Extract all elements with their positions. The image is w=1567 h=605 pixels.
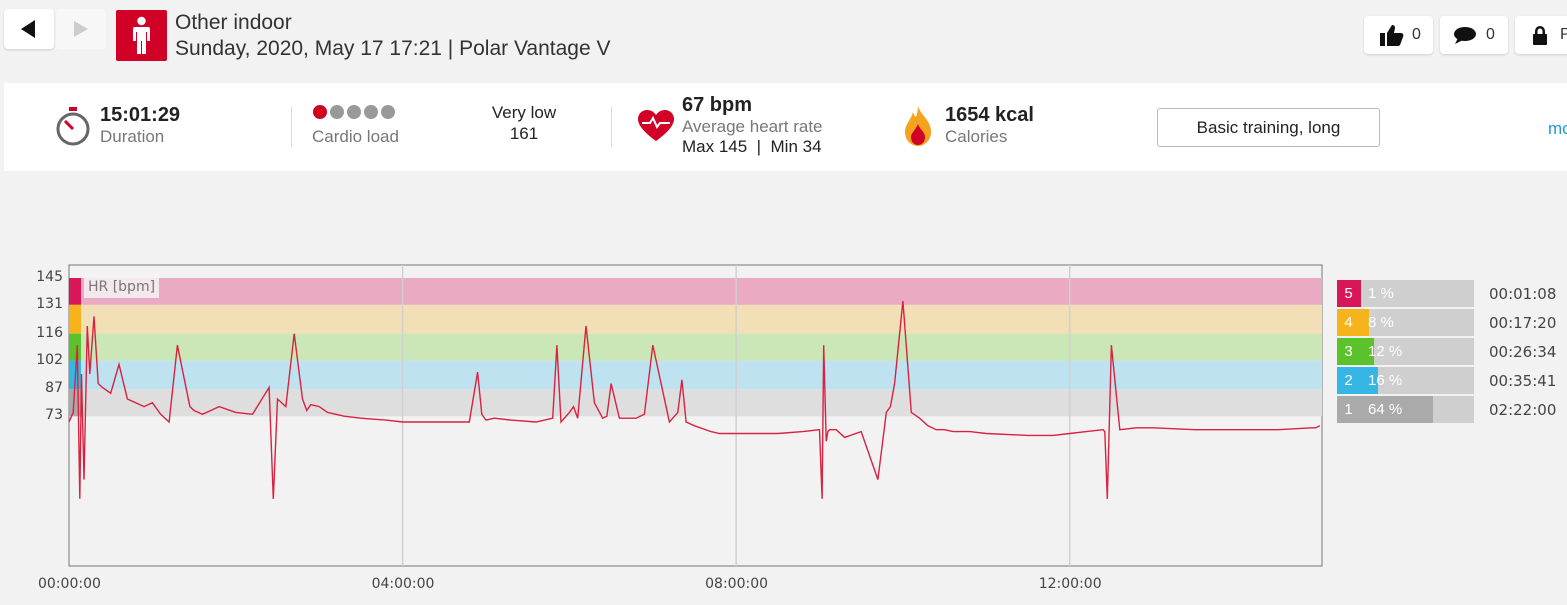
person-icon: [133, 16, 150, 54]
lock-icon: [1533, 26, 1547, 45]
heart-rate-chart[interactable]: HR [bpm]: [0, 0, 1335, 605]
sport-icon: [116, 10, 167, 61]
zone-time: 00:01:08: [1489, 285, 1557, 303]
zone-percent-label: 12 %: [1368, 343, 1403, 360]
cardio-dot-5: [381, 105, 395, 119]
duration-value: 15:01:29: [100, 104, 181, 126]
zone-number: 5: [1337, 280, 1360, 307]
zone-percent-bar: [1360, 280, 1362, 307]
cardio-dot-1: [313, 105, 327, 119]
privacy-label: P: [1560, 26, 1567, 43]
previous-button[interactable]: [4, 9, 54, 49]
cardio-load-label: Cardio load: [312, 127, 399, 146]
privacy-button[interactable]: P: [1515, 16, 1567, 54]
flame-icon: [905, 106, 931, 146]
zone-row-5[interactable]: 5 1 %: [1337, 280, 1474, 307]
avg-hr-value: 67 bpm: [682, 94, 753, 116]
zone-row-3[interactable]: 3 12 %: [1337, 338, 1474, 365]
y-tick-label: 116: [36, 324, 63, 341]
stopwatch-icon: [56, 107, 90, 146]
training-benefit-button[interactable]: Basic training, long: [1157, 108, 1380, 147]
summary-divider: [291, 107, 292, 147]
thumbs-up-icon: [1380, 25, 1404, 46]
x-tick-label: 04:00:00: [371, 576, 435, 592]
session-subtitle: Sunday, 2020, May 17 17:21 | Polar Vanta…: [175, 37, 611, 60]
zone-percent-bar: [1360, 396, 1433, 423]
calories-label: Calories: [945, 127, 1008, 146]
heart-icon: [638, 110, 674, 141]
zone-time: 00:35:41: [1489, 372, 1557, 390]
summary-divider: [611, 107, 612, 147]
y-tick-label: 102: [36, 351, 63, 368]
y-axis-label: HR [bpm]: [88, 279, 155, 295]
triangle-right-icon: [74, 21, 88, 37]
hr-max-min: Max 145 | Min 34: [682, 137, 822, 156]
y-tick-label: 131: [36, 295, 63, 312]
zone-time: 02:22:00: [1489, 401, 1557, 419]
cardio-dot-4: [364, 105, 378, 119]
comment-count: 0: [1486, 26, 1495, 43]
zone-number: 1: [1337, 396, 1360, 423]
zone-time: 00:17:20: [1489, 314, 1557, 332]
cardio-load-value: 161: [509, 124, 539, 143]
zone-percent-label: 64 %: [1368, 401, 1403, 418]
x-tick-label: 08:00:00: [705, 576, 769, 592]
y-tick-label: 73: [45, 407, 63, 424]
zone-percent-bar: [1360, 367, 1379, 394]
zone-percent-bar: [1360, 309, 1370, 336]
y-tick-label: 87: [45, 380, 63, 397]
like-button[interactable]: 0: [1364, 16, 1433, 54]
cardio-dot-2: [330, 105, 344, 119]
zone-time: 00:26:34: [1489, 343, 1557, 361]
zone-row-2[interactable]: 2 16 %: [1337, 367, 1474, 394]
triangle-left-icon: [21, 20, 35, 38]
y-tick-label: 145: [36, 269, 63, 285]
hr-zone-band-3: [69, 333, 1322, 361]
zone-percent-bar: [1360, 338, 1374, 365]
calories-value: 1654 kcal: [945, 104, 1034, 126]
duration-label: Duration: [100, 127, 165, 146]
hr-zone-marker-5: [69, 278, 81, 305]
cardio-load-level: Very low: [491, 103, 557, 122]
hr-zone-band-1: [69, 389, 1322, 417]
like-count: 0: [1412, 26, 1421, 43]
zone-row-1[interactable]: 1 64 %: [1337, 396, 1474, 423]
y-axis-label-box: [84, 274, 159, 298]
zone-number: 2: [1337, 367, 1360, 394]
next-button[interactable]: [56, 9, 106, 49]
zone-percent-label: 8 %: [1368, 314, 1394, 331]
x-tick-label: 12:00:00: [1038, 576, 1102, 592]
hr-zone-marker-4: [69, 304, 81, 334]
comment-icon: [1454, 27, 1476, 44]
cardio-dot-3: [347, 105, 361, 119]
sport-title: Other indoor: [175, 11, 292, 34]
avg-hr-label: Average heart rate: [682, 117, 823, 136]
heart-rate-line: [68, 300, 1321, 499]
zone-percent-label: 16 %: [1368, 372, 1403, 389]
zone-number: 4: [1337, 309, 1360, 336]
comment-button[interactable]: 0: [1440, 16, 1508, 54]
hr-zone-marker-3: [69, 333, 81, 361]
cardio-load-dots: [313, 105, 398, 124]
hr-zone-band-5: [69, 278, 1322, 305]
zone-row-4[interactable]: 4 8 %: [1337, 309, 1474, 336]
hr-zone-band-2: [69, 360, 1322, 390]
zone-number: 3: [1337, 338, 1360, 365]
x-tick-label: 00:00:00: [38, 576, 101, 592]
more-link[interactable]: mo: [1548, 119, 1567, 138]
zone-percent-label: 1 %: [1368, 285, 1394, 302]
hr-zone-band-4: [69, 304, 1322, 334]
